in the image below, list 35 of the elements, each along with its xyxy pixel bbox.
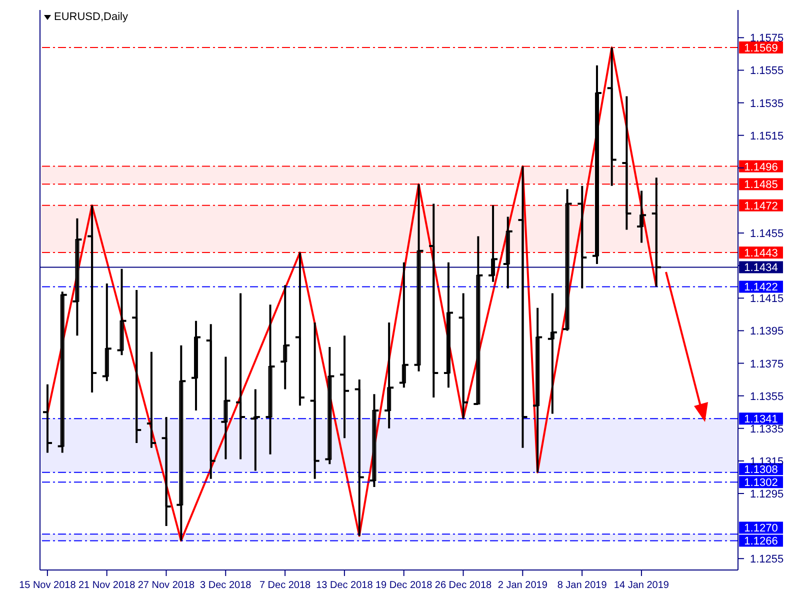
x-tick-label: 27 Nov 2018	[138, 580, 196, 591]
y-tick-label: 1.1455	[750, 228, 784, 240]
y-tick-label: 1.1415	[750, 293, 784, 306]
ref-line-label: 1.1569	[744, 42, 778, 54]
x-tick-label: 7 Dec 2018	[259, 580, 312, 591]
ref-line-label: 1.1270	[744, 522, 778, 535]
ref-line-label: 1.1496	[744, 161, 778, 174]
x-tick-label: 21 Nov 2018	[78, 580, 136, 591]
x-tick-label: 13 Dec 2018	[316, 580, 374, 591]
ref-line-label: 1.1308	[744, 464, 778, 476]
ref-line-label: 1.1443	[744, 248, 778, 260]
x-tick-label: 19 Dec 2018	[375, 580, 433, 591]
ref-line-label: 1.1422	[744, 282, 778, 294]
ref-line-label: 1.1472	[744, 200, 778, 212]
y-tick-label: 1.1515	[750, 130, 784, 142]
ref-line-label: 1.1434	[744, 262, 778, 274]
y-tick-label: 1.1375	[750, 358, 784, 370]
y-tick-label: 1.1555	[750, 65, 784, 78]
chart-title: EURUSD,Daily	[54, 11, 128, 23]
ref-line-label: 1.1266	[744, 536, 778, 548]
x-tick-label: 26 Dec 2018	[434, 580, 492, 591]
y-tick-label: 1.1295	[750, 488, 784, 500]
y-tick-label: 1.1355	[750, 390, 784, 403]
y-tick-label: 1.1255	[750, 554, 784, 566]
ref-line-label: 1.1485	[744, 179, 778, 192]
x-tick-label: 14 Jan 2019	[614, 580, 670, 591]
ref-line-label: 1.1341	[744, 414, 778, 426]
y-tick-label: 1.1535	[750, 98, 784, 110]
x-tick-label: 2 Jan 2019	[498, 580, 548, 591]
x-tick-label: 8 Jan 2019	[557, 580, 608, 591]
ref-line-label: 1.1302	[744, 477, 778, 490]
y-tick-label: 1.1395	[750, 326, 784, 338]
x-tick-label: 15 Nov 2018	[19, 580, 76, 591]
y-tick-label: 1.1335	[750, 423, 784, 436]
x-tick-label: 3 Dec 2018	[200, 580, 252, 591]
